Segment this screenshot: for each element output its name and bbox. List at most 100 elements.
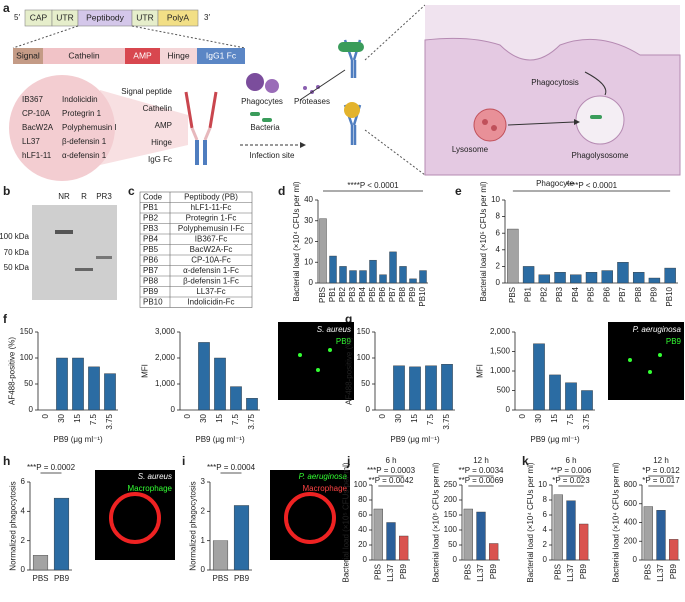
table-cell: PB1 <box>143 203 159 212</box>
bar <box>56 357 68 411</box>
y-tick-label: 0 <box>543 555 548 564</box>
bar <box>389 251 397 284</box>
label: Phagocytes <box>241 97 283 106</box>
x-tick-label: 0 <box>183 413 192 418</box>
x-tick-label: LL37 <box>566 563 575 581</box>
x-tick-label: PB9 <box>234 574 250 583</box>
protein-part: Signal <box>16 50 40 60</box>
bar <box>349 270 357 284</box>
bar <box>489 543 499 561</box>
table-cell: Protegrin 1-Fc <box>186 213 237 222</box>
table-cell: Indolicidin-Fc <box>187 297 234 306</box>
bar <box>533 343 545 411</box>
y-axis-label: Normalized phagocytosis <box>189 481 198 570</box>
mrna-part: UTR <box>56 12 73 22</box>
gel-band <box>75 268 93 271</box>
bar <box>246 398 258 411</box>
bar <box>617 262 629 284</box>
table-cell: PB5 <box>143 245 159 254</box>
amp-name: α-defensin 1 <box>62 151 107 160</box>
phagocyte-box <box>424 5 681 176</box>
x-tick-label: PB3 <box>348 286 357 302</box>
bar <box>648 277 661 284</box>
y-tick-label: 2,000 <box>490 327 511 336</box>
x-tick-label: PBS <box>373 564 382 580</box>
table-cell: PB6 <box>143 255 159 264</box>
x-tick-label: PB9 <box>408 286 417 302</box>
x-tick-label: 30 <box>199 413 208 422</box>
y-tick-label: 150 <box>357 327 371 336</box>
domain-label: IgG Fc <box>148 155 172 164</box>
y-tick-label: 2 <box>201 506 206 515</box>
bar <box>230 386 242 411</box>
bar-chart: 0 2 4 6 8 10 PBS PB1 PB2 PB3 PB4 PB5 PB6 PB7 PB8 PB9 PB1… <box>479 181 678 307</box>
y-tick-label: 30 <box>304 216 313 225</box>
bar <box>566 500 576 561</box>
x-tick-label: PB5 <box>587 286 596 302</box>
y-axis-label: Bacterial load (×10⁵ CFUs per ml) <box>432 462 441 582</box>
panel-label: c <box>128 184 135 198</box>
x-tick-label: 7.5 <box>89 413 98 425</box>
table-border <box>139 191 253 308</box>
panel-label: i <box>182 454 185 468</box>
y-axis-label: Bacterial load (×10⁵ CFUs per ml) <box>479 181 488 301</box>
label: Phagocyte <box>536 179 574 188</box>
y-tick-label: 20 <box>304 237 313 246</box>
bar <box>554 272 566 284</box>
y-tick-label: 0 <box>21 565 26 574</box>
y-axis-label: MFI <box>141 364 150 378</box>
domain-label: AMP <box>155 121 172 130</box>
bar-chart: 0 1,000 2,000 3,000 0 30 15 7.5 3.75 MFI PB9 (μg m… <box>141 327 260 444</box>
y-tick-label: 50 <box>448 540 457 549</box>
bar <box>425 365 437 411</box>
y-tick-label: 0 <box>453 555 458 564</box>
x-tick-label: PBS <box>318 287 327 303</box>
x-tick-label: PB2 <box>539 286 548 302</box>
beam <box>100 90 188 165</box>
label: Phagolysosome <box>572 151 629 160</box>
annotation: ***P = 0.0002 <box>27 463 76 472</box>
zoom-lines <box>12 25 246 49</box>
x-tick-label: PB7 <box>618 286 627 302</box>
bar-chart: 0 20 40 60 80 100 PBS LL37 PB9 Bacterial load (×1… <box>342 456 416 582</box>
label: Bacteria <box>250 123 280 132</box>
bar <box>643 506 653 561</box>
chart-title: 12 h <box>653 456 669 465</box>
table-cell: CP-10A-Fc <box>191 255 231 264</box>
y-axis-label: Bacterial load (×10⁴ CFUs per ml) <box>612 462 621 582</box>
x-tick-label: PB4 <box>571 286 580 302</box>
y-tick-label: 2 <box>496 262 501 271</box>
panel-label: k <box>522 454 529 468</box>
bar <box>53 497 70 571</box>
x-axis-label: PB9 (μg ml⁻¹) <box>530 435 580 444</box>
y-tick-label: 100 <box>444 525 458 534</box>
bar <box>104 373 116 411</box>
y-tick-label: 150 <box>444 510 458 519</box>
gel <box>32 205 117 300</box>
y-tick-label: 6 <box>21 477 26 486</box>
y-tick-label: 200 <box>624 536 638 545</box>
protein-part: AMP <box>133 50 152 60</box>
y-tick-label: 0 <box>309 278 314 287</box>
annotation: **P = 0.0042 <box>368 476 414 485</box>
bar <box>359 270 367 284</box>
table-cell: BacW2A-Fc <box>190 245 233 254</box>
amp-list: IB367 Indolicidin CP-10A Protegrin 1 BacW2A P… <box>22 95 117 160</box>
y-tick-label: 100 <box>20 353 34 362</box>
label: Phagocytosis <box>531 78 579 87</box>
y-tick-label: 150 <box>20 327 34 336</box>
table-cell: LL37-Fc <box>196 287 225 296</box>
bar <box>632 272 645 284</box>
table-cell: hLF1-11-Fc <box>191 203 232 212</box>
lane: PR3 <box>96 192 112 201</box>
image-label: P. aeruginosa <box>299 472 348 481</box>
prime3: 3′ <box>204 13 210 22</box>
lane: NR <box>58 192 70 201</box>
table-cell: PB3 <box>143 224 159 233</box>
mrna-part: PolyA <box>167 12 190 22</box>
bar <box>386 522 396 561</box>
lane: R <box>81 192 87 201</box>
bar-chart: 0 1 2 3 PBS PB9 Normalized phagocytosis ***P = … <box>189 463 256 583</box>
amp-code: LL37 <box>22 137 40 146</box>
y-tick-label: 4 <box>21 506 26 515</box>
